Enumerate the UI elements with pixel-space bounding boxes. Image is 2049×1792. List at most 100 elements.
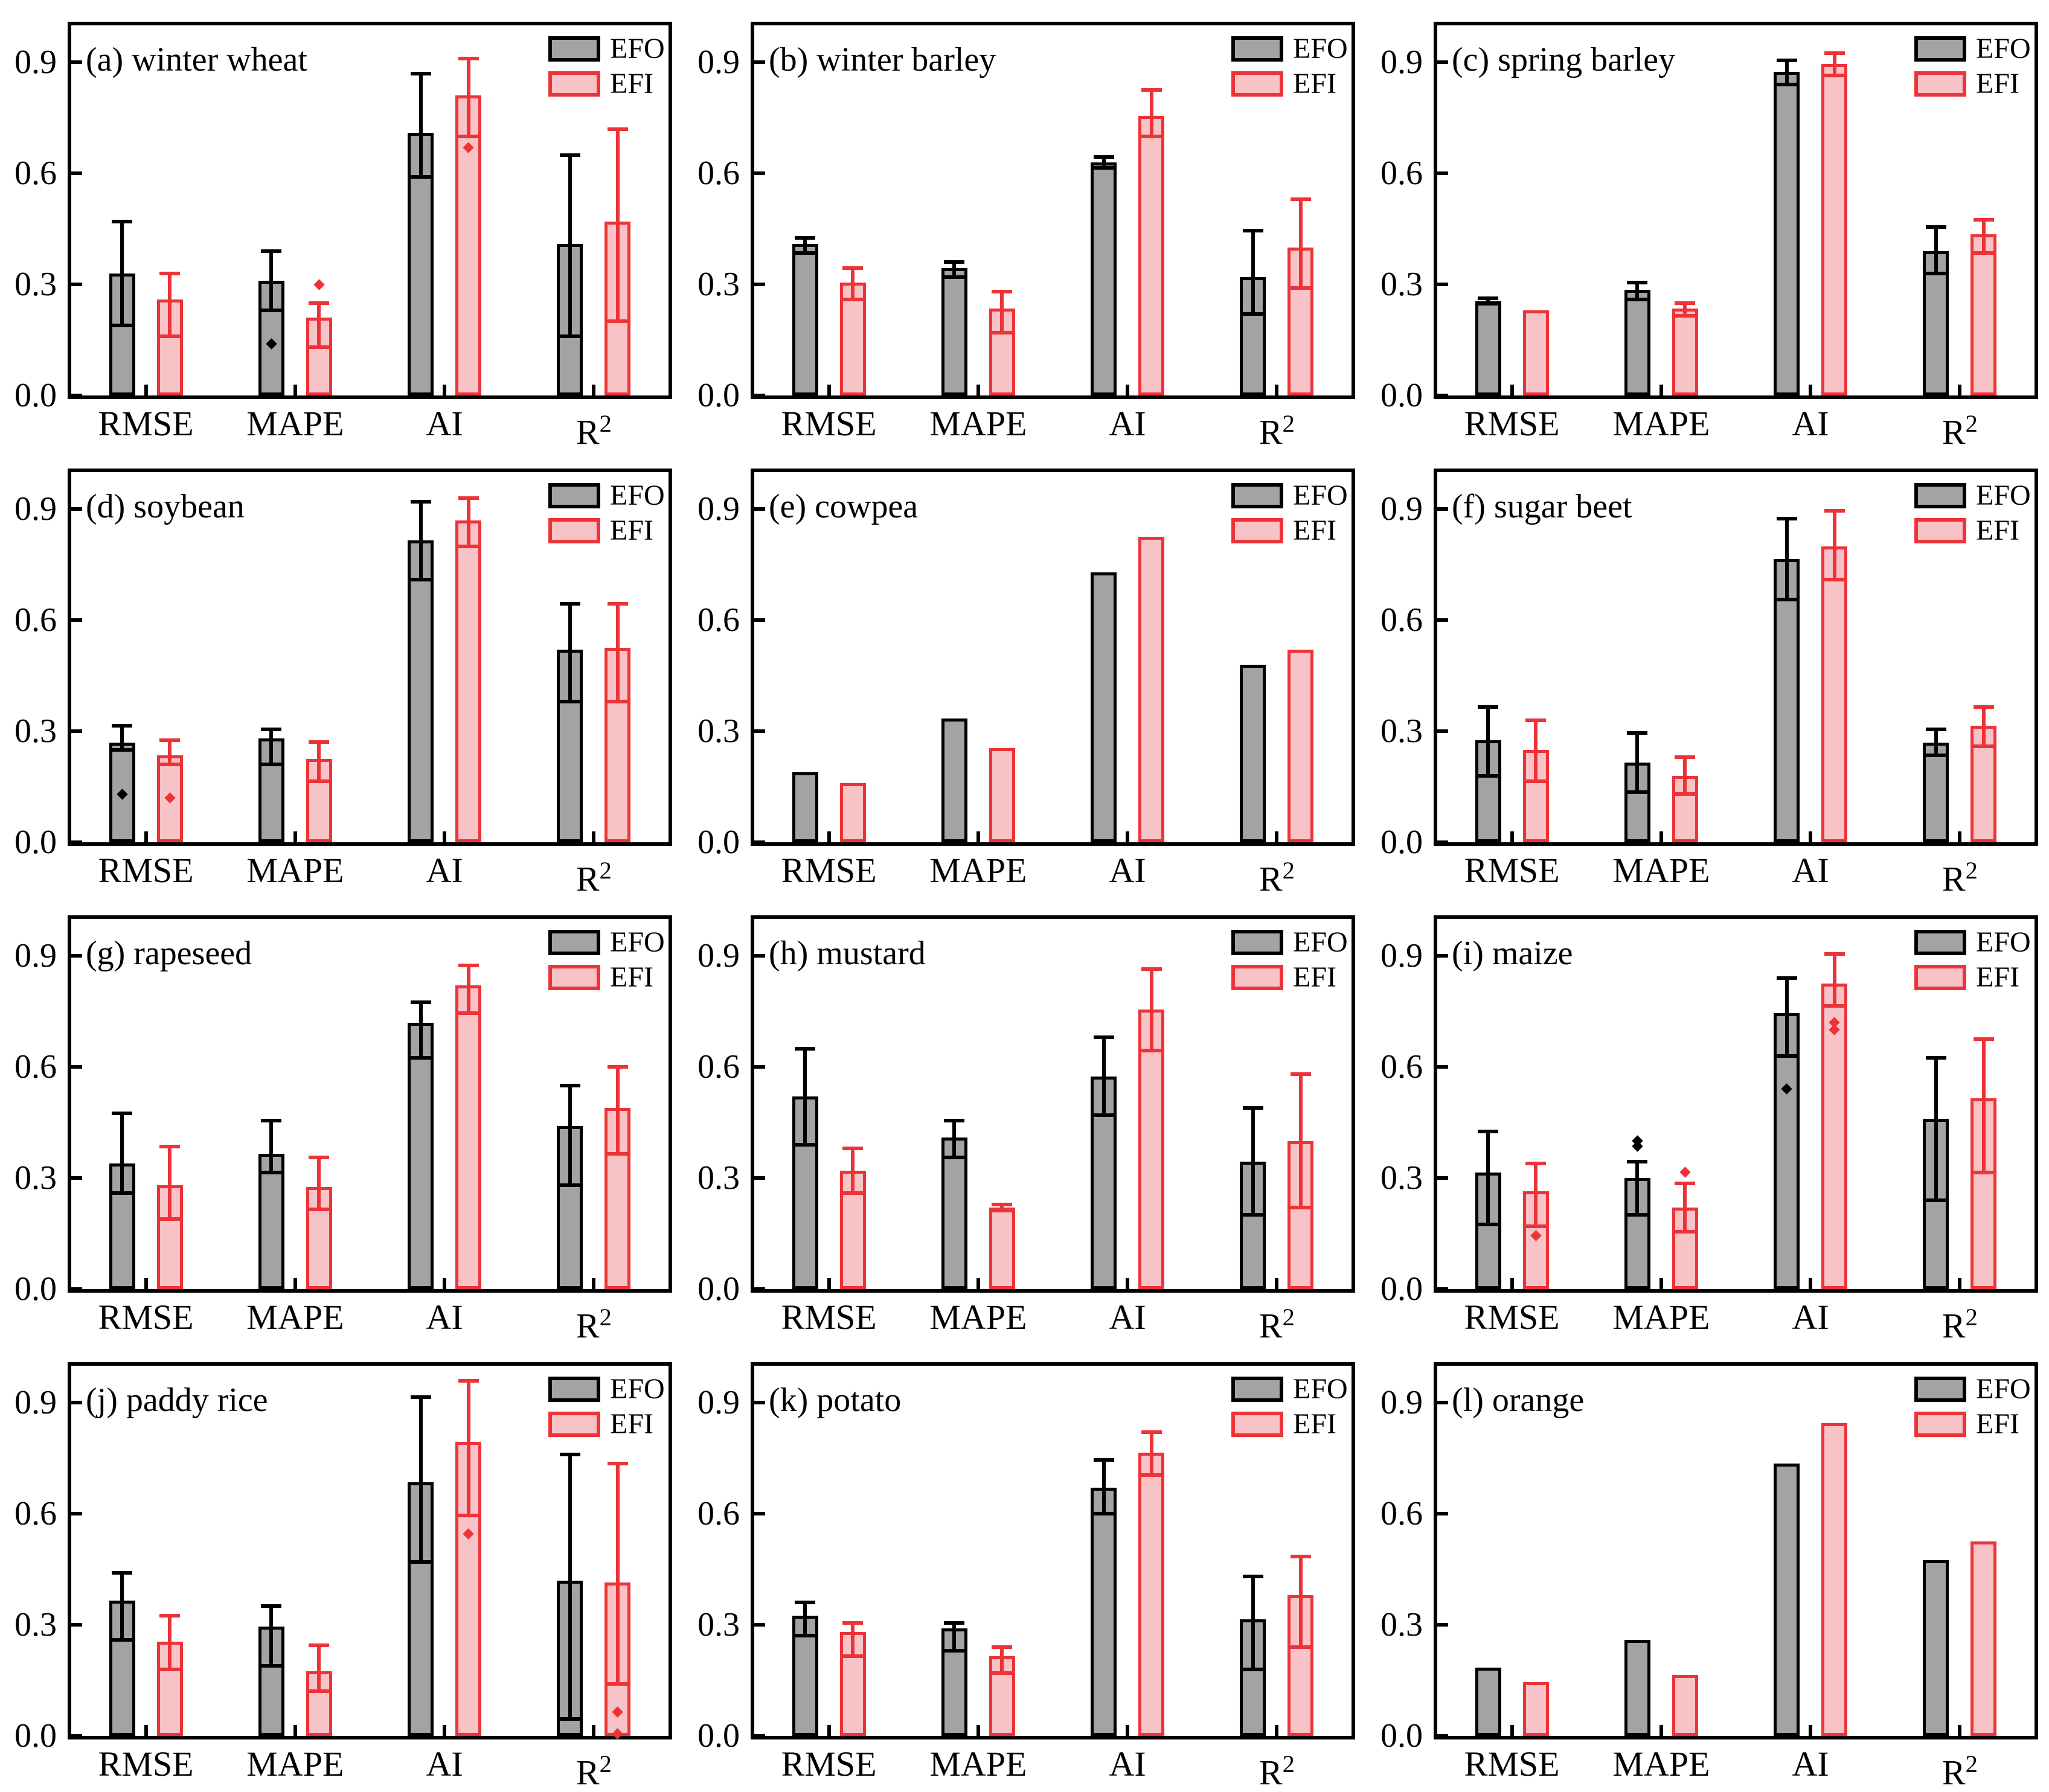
x-category-label: MAPE [246,404,344,443]
x-category-label: AI [1792,851,1829,890]
error-cap-bottom-efi [1141,134,1162,138]
error-bar-efo [952,1623,957,1651]
error-bar-efi [1683,1183,1687,1232]
y-tick [71,1512,82,1516]
panel-title: (c) spring barley [1452,41,1676,78]
y-tick-label: 0.6 [14,1495,57,1533]
error-bar-efi [1683,302,1687,316]
legend-row-efo: EFO [1231,927,1348,958]
error-cap-bottom-efo [261,1663,282,1668]
error-bar-efo [1486,298,1490,304]
error-cap-bottom-efo [410,1560,431,1564]
bar-efi-ai [1821,546,1848,842]
error-bar-efi [1832,511,1836,580]
legend: EFO EFI [1914,927,2031,997]
y-tick [1437,1065,1448,1069]
y-tick-label: 0.3 [697,266,740,304]
plot-area-f-sugar-beet: 0.0 0.3 0.6 0.9 (f) sugar beet EFO EFI RMSE MAPE… [1380,469,2038,898]
x-tick [1958,1725,1962,1736]
error-cap-top-efi [309,1156,330,1160]
bar-efi-mape [306,1671,332,1736]
error-cap-bottom-efo [944,1649,965,1653]
error-bar-efi [466,498,470,546]
legend-swatch-efi [1914,518,1966,543]
error-cap-top-efi [1525,1161,1547,1165]
x-category-label: RMSE [98,851,194,890]
error-cap-bottom-efi [842,1191,864,1195]
error-cap-top-efo [559,153,580,157]
error-cap-top-efi [1525,718,1547,722]
error-cap-top-efi [1675,1182,1696,1186]
x-tick [976,1725,980,1736]
error-cap-top-efi [159,1613,181,1618]
error-cap-bottom-efi [842,297,864,301]
panel-d-soybean: 0.0 0.3 0.6 0.9 (d) soybean EFO EFI RMSE MAPE AI R… [0,447,683,898]
error-cap-top-efi [992,1645,1013,1649]
legend-swatch-efi [1914,965,1966,990]
x-tick [827,1725,831,1736]
error-cap-bottom-efi [309,779,330,783]
legend-swatch-efi [548,1412,600,1437]
error-bar-efo [1934,1057,1938,1200]
plot-area-c-spring-barley: 0.0 0.3 0.6 0.9 (c) spring barley EFO EFI RMSE M… [1380,22,2038,452]
legend-swatch-efi [1231,1412,1283,1437]
error-bar-efi [466,1380,470,1516]
legend-label-efi: EFI [1976,961,2019,993]
error-bar-efi [851,1623,855,1657]
x-tick [1958,1278,1962,1289]
y-tick [1437,618,1448,622]
bar-efi-rmse [1522,1682,1549,1736]
error-bar-efi [466,59,470,136]
y-tick-label: 0.9 [14,1384,57,1422]
error-cap-top-efo [410,500,431,504]
x-category-label: MAPE [1612,1298,1710,1337]
error-cap-top-efo [559,1083,580,1087]
y-tick-label: 0.6 [697,601,740,639]
panel-title: (h) mustard [769,935,926,972]
error-bar-efi [1832,954,1836,1006]
x-tick [592,385,596,395]
x-category-label: RMSE [781,1298,877,1337]
x-category-label: R2 [1259,410,1295,452]
error-cap-bottom-efi [1973,251,1994,255]
legend-label-efi: EFI [1293,68,1336,100]
y-tick-label: 0.6 [1380,1495,1423,1533]
error-bar-efi [1534,1163,1538,1226]
legend-swatch-efi [1231,965,1283,990]
error-bar-efo [269,251,274,310]
error-cap-top-efo [1242,1106,1263,1110]
error-cap-top-efo [261,1604,282,1608]
bar-efo-ai [408,1022,434,1289]
bar-efo-rmse [1475,1667,1501,1736]
panel-h-mustard: 0.0 0.3 0.6 0.9 (h) mustard EFO EFI RMSE MAPE AI R… [683,894,1366,1345]
error-bar-efi [1149,968,1153,1051]
y-tick-label: 0.3 [1380,712,1423,750]
error-cap-bottom-efi [458,544,479,548]
y-tick-label: 0.6 [14,1048,57,1086]
x-tick [1809,1278,1813,1289]
legend-label-efo: EFO [1976,926,2031,958]
error-cap-top-efo [944,1621,965,1625]
x-tick [1510,385,1514,395]
y-tick [754,507,765,511]
error-cap-top-efo [1925,225,1946,229]
error-cap-bottom-efo [1925,271,1946,275]
y-tick-label: 0.9 [14,43,57,82]
y-tick [1437,507,1448,511]
error-bar-efi [168,1146,172,1219]
bar-efo-mape [941,1137,967,1289]
error-cap-top-efo [1093,1035,1114,1040]
legend-row-efo: EFO [548,34,665,64]
error-bar-efo [1251,1576,1255,1669]
plot-area-b-winter-barley: 0.0 0.3 0.6 0.9 (b) winter barley EFO EFI RMSE M… [697,22,1355,452]
x-category-label: R2 [576,1304,612,1346]
error-bar-efo [568,603,572,702]
legend-swatch-efo [548,930,600,955]
error-cap-top-efo [410,1000,431,1004]
y-tick [71,954,82,958]
y-tick-label: 0.3 [14,1159,57,1197]
error-cap-bottom-efi [1824,1004,1845,1008]
plot-area-a-winter-wheat: 0.0 0.3 0.6 0.9 (a) winter wheat EFO EFI RMSE MA… [14,22,672,452]
error-bar-efo [568,1085,572,1186]
